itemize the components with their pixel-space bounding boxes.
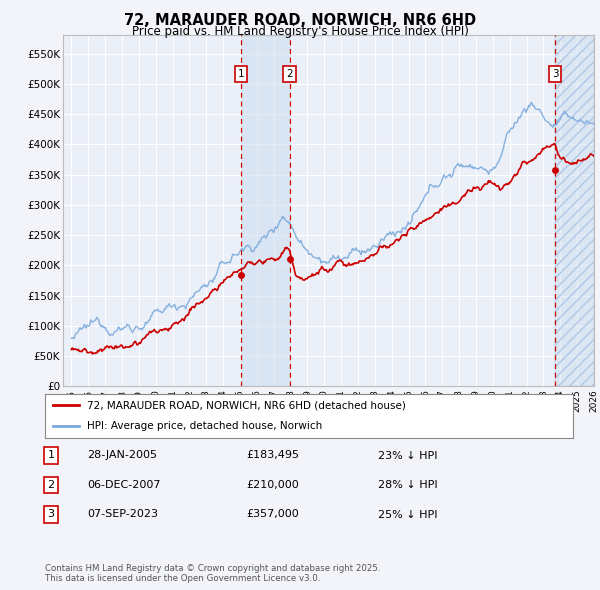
Text: 07-SEP-2023: 07-SEP-2023 (87, 510, 158, 519)
Text: 3: 3 (552, 69, 559, 79)
Text: 1: 1 (238, 69, 244, 79)
Text: £183,495: £183,495 (246, 451, 299, 460)
Text: 3: 3 (47, 510, 55, 519)
Text: £210,000: £210,000 (246, 480, 299, 490)
Text: Price paid vs. HM Land Registry's House Price Index (HPI): Price paid vs. HM Land Registry's House … (131, 25, 469, 38)
Text: 72, MARAUDER ROAD, NORWICH, NR6 6HD (detached house): 72, MARAUDER ROAD, NORWICH, NR6 6HD (det… (87, 401, 406, 411)
Bar (555, 35, 594, 386)
Text: 2: 2 (286, 69, 293, 79)
Text: 28% ↓ HPI: 28% ↓ HPI (378, 480, 437, 490)
Bar (241, 35, 290, 386)
Text: 25% ↓ HPI: 25% ↓ HPI (378, 510, 437, 519)
Text: 2: 2 (47, 480, 55, 490)
Text: £357,000: £357,000 (246, 510, 299, 519)
Text: 28-JAN-2005: 28-JAN-2005 (87, 451, 157, 460)
Text: HPI: Average price, detached house, Norwich: HPI: Average price, detached house, Norw… (87, 421, 322, 431)
Text: 06-DEC-2007: 06-DEC-2007 (87, 480, 161, 490)
Text: 1: 1 (47, 451, 55, 460)
Text: Contains HM Land Registry data © Crown copyright and database right 2025.
This d: Contains HM Land Registry data © Crown c… (45, 563, 380, 583)
Text: 72, MARAUDER ROAD, NORWICH, NR6 6HD: 72, MARAUDER ROAD, NORWICH, NR6 6HD (124, 13, 476, 28)
Text: 23% ↓ HPI: 23% ↓ HPI (378, 451, 437, 460)
Bar (555, 35, 594, 386)
